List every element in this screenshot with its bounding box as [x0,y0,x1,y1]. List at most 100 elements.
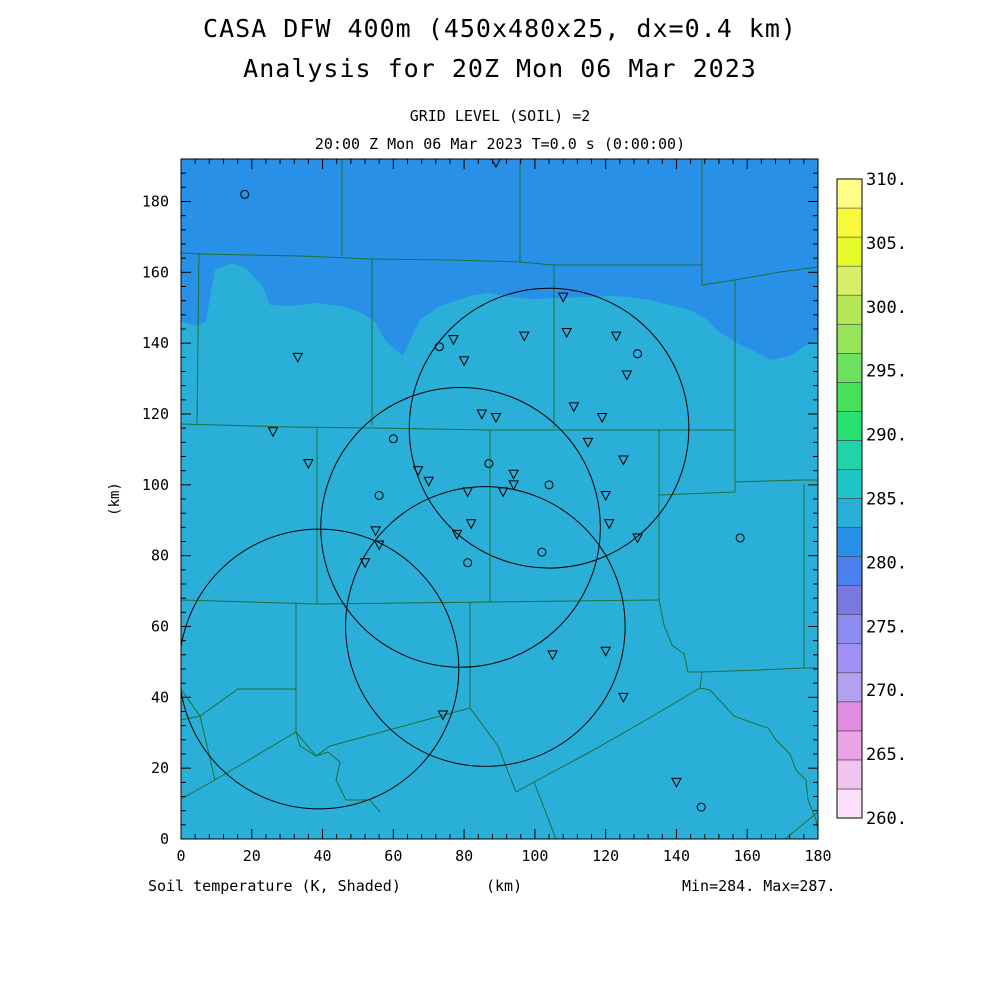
radar-range-rings [181,287,690,810]
x-tick-label: 20 [243,847,261,865]
x-tick-label: 80 [455,847,473,865]
y-tick-label: 0 [160,830,169,848]
colorbar-swatch [836,411,863,441]
colorbar-swatch [836,207,863,238]
y-tick-label: 80 [151,547,169,565]
x-axis: 0 20 40 60 80 100 120 140 160 180 [176,159,832,865]
station-circle-marker [374,490,384,500]
station-triangle-marker [600,646,611,657]
station-triangle-marker [370,526,381,537]
y-tick-label: 40 [151,688,169,706]
station-triangle-marker [518,331,530,342]
station-circle-marker [696,802,706,812]
station-circle-marker [633,349,643,359]
station-triangle-marker [462,487,473,498]
y-tick-label: 140 [142,334,169,352]
colorbar-label: 305. [866,234,907,254]
station-circle-marker [735,533,745,543]
station-triangle-marker [490,413,502,424]
colorbar-swatch [836,352,863,383]
grid-level-label: GRID LEVEL (SOIL) =2 [409,107,591,125]
colorbar-swatch [836,469,863,499]
valid-time-label: 20:00 Z Mon 06 Mar 2023 T=0.0 s (0:00:00… [314,135,686,153]
colorbar-swatch [836,382,863,412]
colorbar-label: 295. [866,362,907,382]
colorbar-label: 285. [866,490,907,510]
x-tick-label: 40 [314,847,332,865]
station-triangle-marker [618,455,629,466]
colorbar-swatch [836,556,863,586]
x-tick-label: 120 [592,847,619,865]
colorbar-swatch [836,236,863,267]
station-triangle-marker [508,469,519,480]
colorbar-swatch [836,643,863,674]
x-tick-label: 60 [384,847,402,865]
station-triangle-marker [671,777,682,788]
x-tick-label: 160 [734,847,761,865]
colorbar-swatch [836,672,863,703]
station-triangle-marker [448,335,459,346]
station-triangle-marker [508,480,519,491]
field-description: Soil temperature (K, Shaded) [148,877,401,895]
station-circle-marker [544,480,554,490]
colorbar-swatch [836,440,863,470]
station-triangle-marker [547,650,558,661]
station-triangle-marker [267,427,279,438]
station-triangle-marker [412,466,424,477]
station-circle-marker [434,342,444,352]
x-axis-label: (km) [486,877,523,895]
colorbar: 260. 265. 270. 275. 280. 285. 290. 295. 300. 305.… [836,170,907,829]
radar-ring-4 [408,287,690,569]
colorbar-label: 280. [866,553,907,573]
station-circle-marker [388,434,398,444]
station-circle-marker [240,189,250,199]
station-triangle-marker [451,529,463,540]
x-tick-label: 140 [663,847,690,865]
station-triangle-marker [557,292,569,303]
colorbar-label: 275. [866,617,907,637]
colorbar-swatch [836,788,863,819]
radar-ring-1 [181,528,460,810]
y-tick-label: 180 [142,193,169,211]
station-triangle-marker [600,490,611,502]
colorbar-swatch [836,614,863,645]
colorbar-frame [836,178,863,819]
station-triangle-marker [497,487,509,498]
station-triangle-marker [603,519,615,530]
y-axis-label: (km) [107,482,123,516]
temperature-field [181,159,818,839]
radar-ring-3 [320,386,601,668]
colorbar-swatch [836,178,863,209]
colorbar-swatch [836,527,863,557]
y-tick-label: 60 [151,618,169,636]
colorbar-label: 310. [866,170,907,190]
colorbar-swatch [836,265,863,296]
y-tick-label: 20 [151,759,169,777]
station-triangle-marker [465,519,477,530]
y-axis: 0 20 40 60 80 100 120 140 160 180 [142,158,818,848]
y-tick-label: 100 [142,476,169,494]
station-circle-marker [463,558,473,568]
station-circle-marker [537,547,547,557]
station-triangle-marker [621,370,633,381]
colorbar-label: 290. [866,426,907,446]
station-triangle-marker [610,331,622,342]
station-triangle-marker [437,710,449,721]
x-tick-label: 180 [804,847,831,865]
county-boundaries [181,159,818,839]
map-title-line2: Analysis for 20Z Mon 06 Mar 2023 [243,54,757,83]
map-title-line1: CASA DFW 400m (450x480x25, dx=0.4 km) [203,14,797,43]
colorbar-label: 260. [866,809,907,829]
station-triangle-marker [568,402,580,413]
colorbar-swatch [836,294,863,325]
y-tick-label: 120 [142,405,169,423]
y-tick-label: 160 [142,263,169,281]
colorbar-swatch [836,323,863,354]
colorbar-label: 270. [866,681,907,701]
station-triangle-marker [491,159,501,169]
station-triangle-marker [476,409,488,420]
colorbar-label: 300. [866,298,907,318]
colorbar-swatch [836,759,863,790]
field-280-285 [181,159,818,360]
station-triangle-marker [303,459,314,470]
